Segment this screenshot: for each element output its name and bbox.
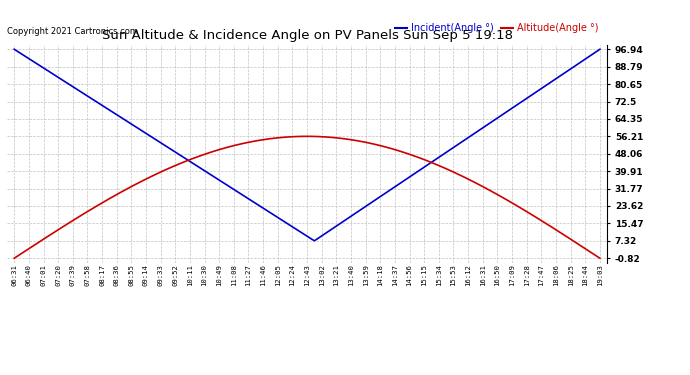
Title: Sun Altitude & Incidence Angle on PV Panels Sun Sep 5 19:18: Sun Altitude & Incidence Angle on PV Pan… [101,30,513,42]
Text: Copyright 2021 Cartronics.com: Copyright 2021 Cartronics.com [7,27,138,36]
Legend: Incident(Angle °), Altitude(Angle °): Incident(Angle °), Altitude(Angle °) [391,20,602,37]
